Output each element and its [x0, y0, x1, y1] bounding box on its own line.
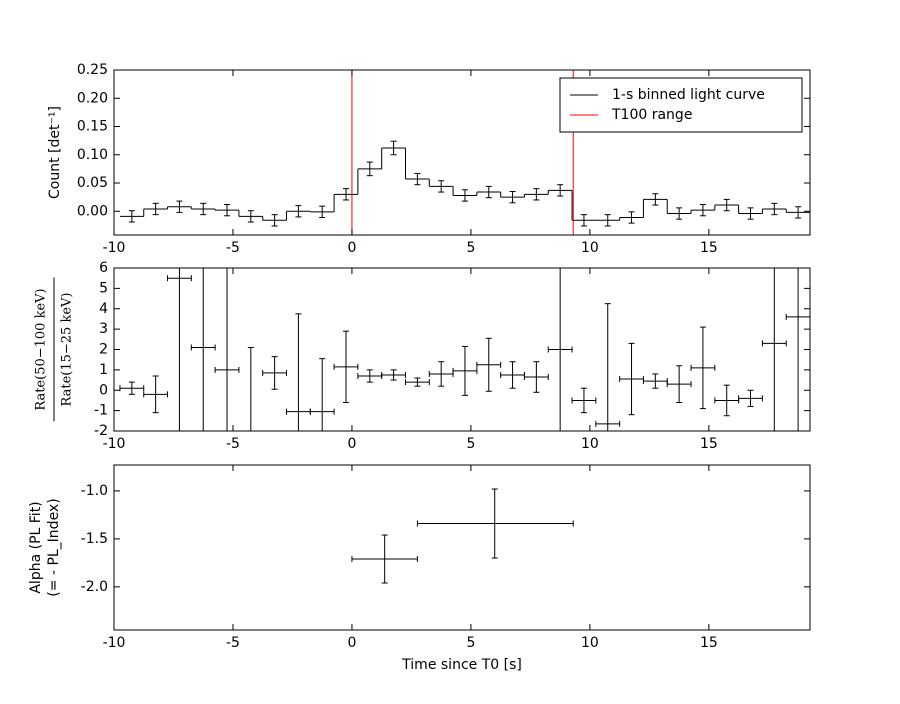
- y-tick-label: 0.25: [77, 62, 108, 78]
- y-tick-label: -2: [94, 423, 108, 439]
- y-tick-label: 0: [99, 382, 108, 398]
- panel: -10 -5 0 5 10 15 -2.0 -1.5 -1.0 Alpha (PL Fit) (= …: [28, 464, 811, 673]
- x-axis-label: Time since T0 [s]: [401, 657, 522, 673]
- y-tick-label: 1: [99, 362, 108, 378]
- legend-box: [559, 77, 803, 133]
- y-tick-label: -2.0: [81, 579, 108, 595]
- x-tick-label: -10: [103, 240, 126, 256]
- y-tick-label: -1: [94, 403, 108, 419]
- axes-frame: [113, 464, 811, 631]
- x-tick-label: 15: [700, 635, 718, 651]
- plot-area: [119, 268, 810, 431]
- legend: 1-s binned light curve T100 range: [559, 77, 803, 133]
- x-tick-label: 10: [581, 635, 599, 651]
- x-tick-label: 10: [581, 436, 599, 452]
- y-tick-label: 2: [99, 342, 108, 358]
- y-tick-label: 0.15: [77, 119, 108, 135]
- x-tick-label: 5: [466, 240, 475, 256]
- y-axis-label: Alpha (PL Fit): [28, 501, 44, 593]
- axes-frame: [113, 69, 811, 236]
- y-tick-label: 5: [99, 280, 108, 296]
- axes-frame: [113, 267, 811, 432]
- y-tick-label: 0.00: [77, 203, 108, 219]
- y-axis-label: Count [det⁻¹]: [47, 106, 63, 199]
- x-tick-label: 5: [466, 635, 475, 651]
- x-tick-label: 15: [700, 436, 718, 452]
- y-axis-label-denominator: Rate(15−25 keV): [60, 293, 75, 407]
- x-tick-label: 15: [700, 240, 718, 256]
- y-tick-label: -1.5: [81, 531, 108, 547]
- x-tick-label: 5: [466, 436, 475, 452]
- y-tick-label: 3: [99, 321, 108, 337]
- plot-area: [351, 488, 574, 584]
- y-axis-label: (= - PL_Index): [46, 498, 62, 596]
- x-tick-label: 10: [581, 240, 599, 256]
- x-tick-label: 0: [347, 436, 356, 452]
- y-tick-label: 0.20: [77, 90, 108, 106]
- x-tick-label: -5: [226, 436, 240, 452]
- y-tick-label: 0.05: [77, 175, 108, 191]
- legend-label: 1-s binned light curve: [612, 87, 765, 103]
- x-tick-label: 0: [347, 635, 356, 651]
- x-tick-label: -5: [226, 240, 240, 256]
- y-tick-label: 0.10: [77, 147, 108, 163]
- x-tick-label: -10: [103, 635, 126, 651]
- panel: -10 -5 0 5 10 15 0.00 0.05 0.10 0.15 0.20 0.25 Count…: [47, 62, 811, 256]
- y-tick-label: 4: [99, 301, 108, 317]
- legend-label: T100 range: [611, 107, 692, 123]
- y-axis-label-numerator: Rate(50−100 keV): [34, 288, 49, 410]
- y-tick-label: 6: [99, 260, 108, 276]
- x-tick-label: -10: [103, 436, 126, 452]
- x-tick-label: -5: [226, 635, 240, 651]
- y-tick-label: -1.0: [81, 483, 108, 499]
- x-tick-label: 0: [347, 240, 356, 256]
